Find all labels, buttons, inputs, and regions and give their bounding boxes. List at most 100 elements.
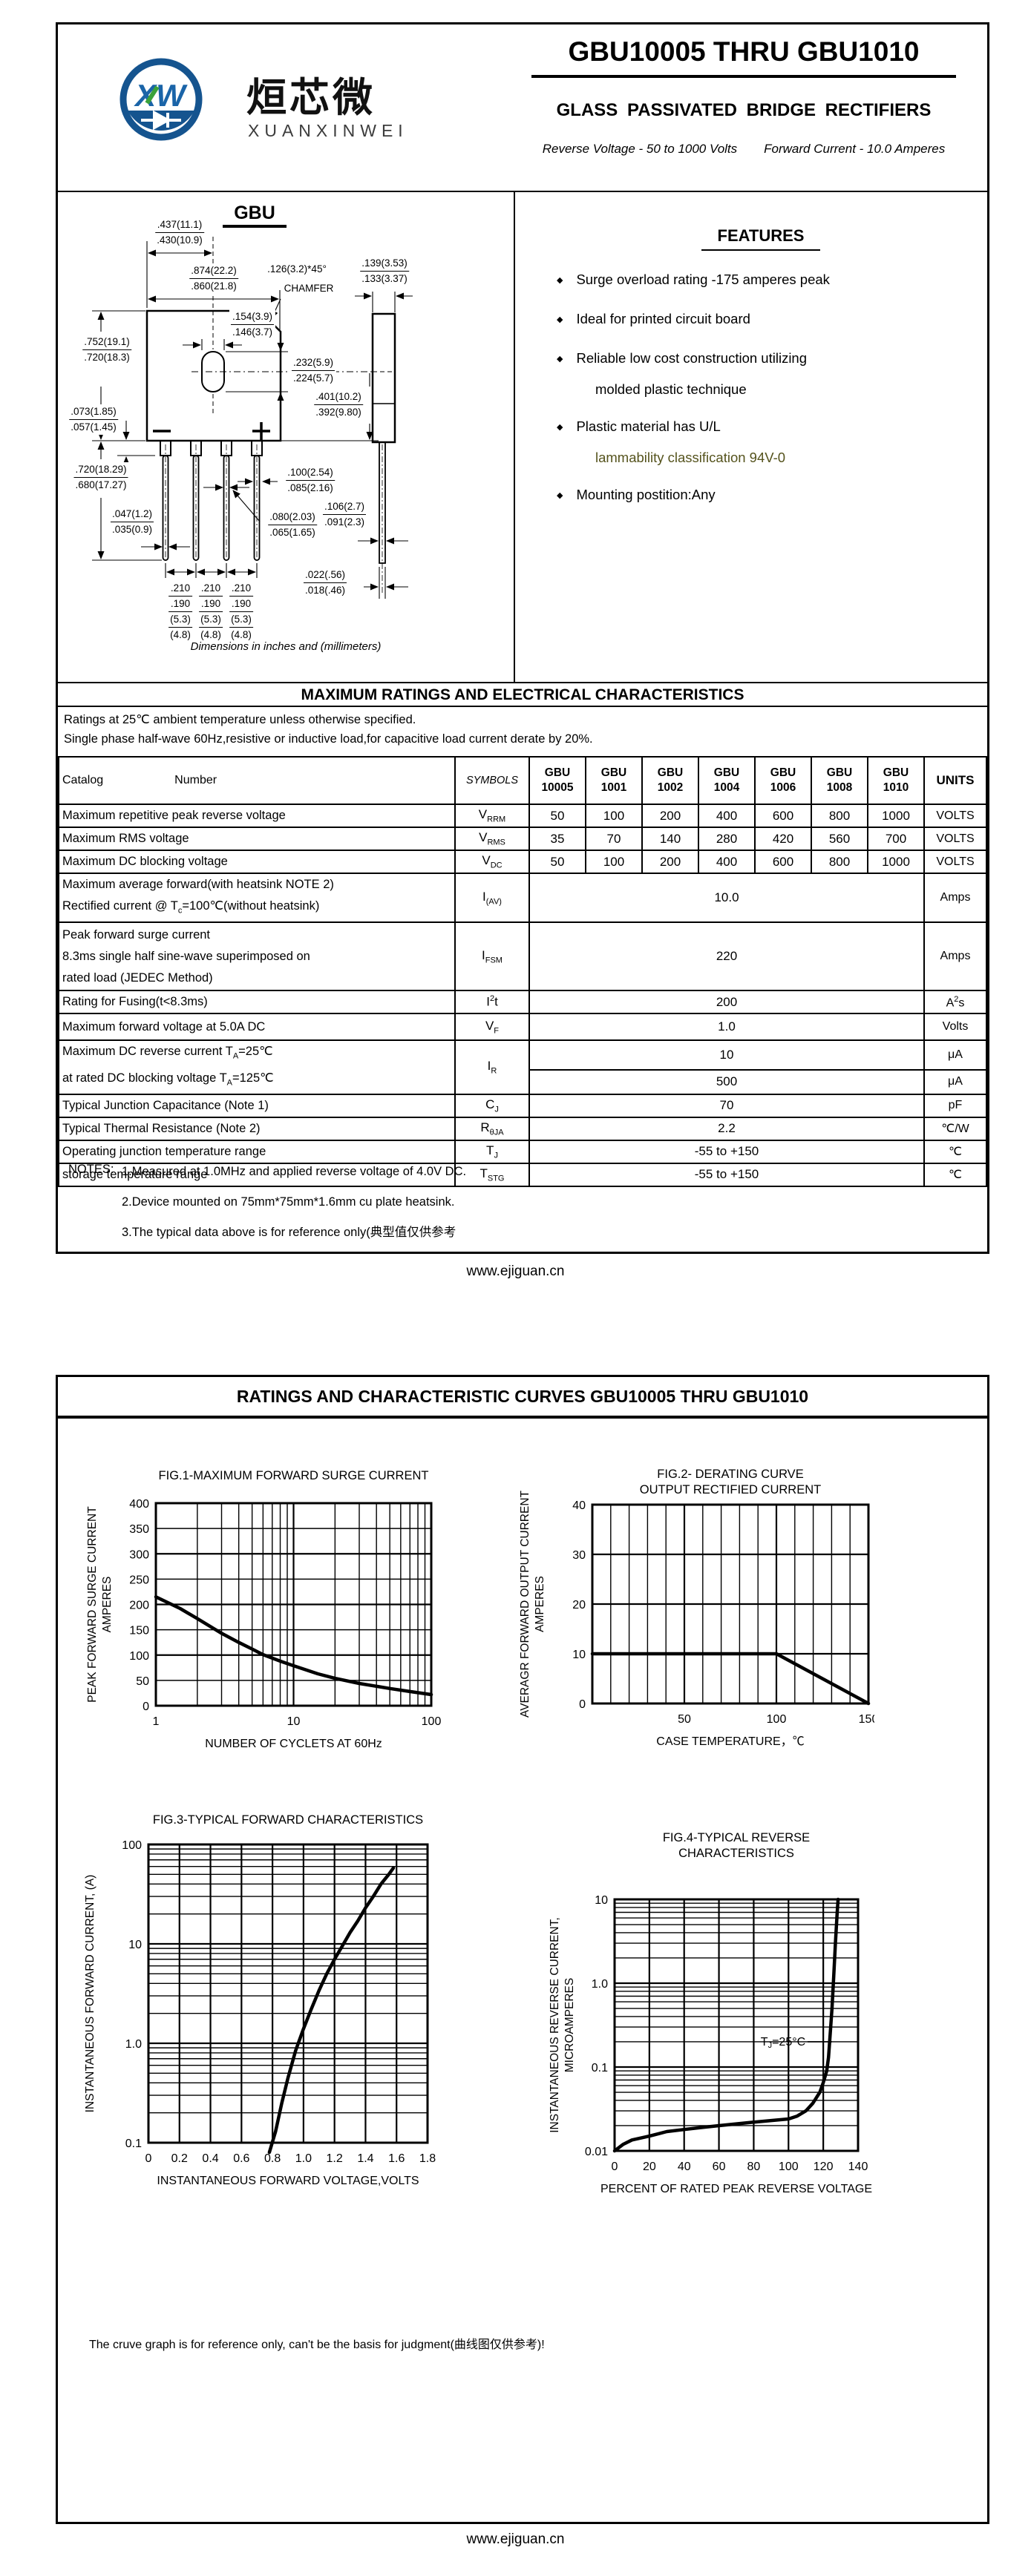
fig4-svg: 0 20 40 60 80 100 120 140 0.01 0.1 1.0 10 FIG.4-TYPI… (549, 1831, 872, 2195)
y-tick-label: 250 (129, 1574, 149, 1586)
ratings-condition-2: Single phase half-wave 60Hz,resistive or… (64, 732, 593, 746)
table-row: storage temperature range TSTG -55 to +150… (58, 1162, 987, 1187)
dimension-label: .154(3.9) .146(3.7) (229, 309, 276, 340)
part-header-cell: GBU 1001 (585, 756, 643, 805)
table-row: Typical Junction Capacitance (Note 1) CJ 7… (58, 1093, 987, 1118)
feature-item: ◆ Ideal for printed circuit board (549, 311, 972, 329)
symbol-cell: CJ (454, 1093, 530, 1118)
symbols-header-cell: SYMBOLS (454, 756, 530, 805)
reverse-voltage-range: Reverse Voltage - 50 to 1000 Volts (542, 142, 738, 156)
fig1-curve (154, 1595, 433, 1697)
diamond-bullet-icon: ◆ (557, 315, 563, 324)
value-cell: 700 (867, 827, 925, 851)
x-axis-label: INSTANTANEOUS FORWARD VOLTAGE,VOLTS (157, 2175, 419, 2187)
page1-header: XW 烜芯微 XUANXINWEI GBU10005 THRU GBU1010 (58, 24, 987, 192)
unit-cell: pF (923, 1093, 987, 1118)
x-tick-label: 1.4 (357, 2152, 373, 2165)
dimension-label: .437(11.1) .430(10.9) (154, 217, 206, 248)
dimension-label: .720(18.29) .680(17.27) (72, 462, 130, 493)
product-family-subtitle: GLASS PASSIVATED BRIDGE RECTIFIERS (556, 100, 932, 120)
fig1-surge-current-chart: 1 10 100 0 50 100 150 200 250 300 350 400 FIG.1-MAXI… (84, 1465, 462, 1765)
row-label-cell: Maximum average forward(with heatsink NO… (58, 872, 456, 924)
website-link[interactable]: www.ejiguan.cn (466, 1264, 565, 1279)
value-cell: 50 (528, 850, 586, 874)
website-link[interactable]: www.ejiguan.cn (466, 2531, 565, 2547)
page1-footer: www.ejiguan.cn (0, 1264, 1031, 1280)
features-list: ◆ Surge overload rating -175 amperes peak… (549, 272, 972, 505)
features-heading: FEATURES (701, 226, 820, 251)
fig2-derating-curve-chart: 50 100 150 0 10 20 30 40 FIG.2- DERATING CURVE OU… (518, 1466, 878, 1759)
y-tick-label: 100 (129, 1650, 149, 1663)
notes-label: NOTES: (68, 1163, 114, 1176)
page2-box: RATINGS AND CHARACTERISTIC CURVES GBU100… (56, 1375, 989, 2524)
unit-cell: VOLTS (923, 804, 987, 828)
row-label-cell: Maximum forward voltage at 5.0A DC (58, 1013, 456, 1042)
dimension-label: .210.190 (5.3) (4.8) (228, 581, 255, 643)
feature-item: ◆ Reliable low cost construction utilizin… (549, 350, 972, 369)
unit-cell: Amps (923, 921, 987, 992)
dimension-label: .073(1.85) .057(1.45) (68, 404, 120, 435)
value-cell: 560 (811, 827, 868, 851)
symbol-cell: I(AV) (454, 872, 530, 924)
curves-disclaimer: The cruve graph is for reference only, c… (89, 2339, 545, 2351)
row-label-cell: Typical Junction Capacitance (Note 1) (58, 1093, 456, 1118)
y-axis-label: INSTANTANEOUS REVERSE CURRENT, (549, 1917, 561, 2133)
y-axis-label: AMPERES (534, 1576, 546, 1632)
value-cell: 100 (585, 804, 643, 828)
symbol-cell: IFSM (454, 921, 530, 992)
value-cell: 200 (641, 850, 699, 874)
x-tick-label: 50 (678, 1713, 691, 1726)
chart-title: FIG.2- DERATING CURVE (657, 1468, 803, 1481)
symbol-cell: VDC (454, 850, 530, 874)
value-cell: 35 (528, 827, 586, 851)
fig3-forward-characteristics-chart: 0 0.2 0.4 0.6 0.8 1.0 1.2 1.4 1.6 1.8 0.1 1.0 10 100 F… (80, 1807, 451, 2204)
value-cell: 800 (811, 804, 868, 828)
note-1: 1.Measured at 1.0MHz and applied reverse… (122, 1165, 467, 1178)
chart-title: FIG.3-TYPICAL FORWARD CHARACTERISTICS (153, 1813, 423, 1827)
fig3-svg: 0 0.2 0.4 0.6 0.8 1.0 1.2 1.4 1.6 1.8 0.1 1.0 10 100 F… (84, 1813, 436, 2187)
fig1-svg: 1 10 100 0 50 100 150 200 250 300 350 400 FIG.1-MAXI… (86, 1469, 441, 1750)
chart-title: FIG.1-MAXIMUM FORWARD SURGE CURRENT (159, 1469, 429, 1482)
x-tick-label: 20 (643, 2161, 656, 2173)
symbol-cell: RθJA (454, 1116, 530, 1141)
y-tick-label: 10 (572, 1649, 586, 1661)
x-tick-label: 0 (145, 2152, 152, 2165)
feature-item: lammability classification 94V-0 (549, 450, 972, 466)
row-label-cell: Maximum repetitive peak reverse voltage (58, 804, 456, 828)
dimensions-caption: Dimensions in inches and (millimeters) (190, 640, 382, 653)
table-row: Maximum repetitive peak reverse voltage V… (58, 804, 987, 828)
x-tick-label: 0.8 (264, 2152, 281, 2165)
value-cell: -55 to +150 (528, 1162, 925, 1187)
symbol-cell: I2t (454, 990, 530, 1015)
page1-box: XW 烜芯微 XUANXINWEI GBU10005 THRU GBU1010 (56, 22, 989, 1254)
value-cell: 800 (811, 850, 868, 874)
y-axis-label: MICROAMPERES (563, 1978, 576, 2072)
value-cell: 10 (528, 1039, 925, 1071)
y-tick-label: 1.0 (592, 1978, 608, 1991)
units-header-cell: UNITS (923, 756, 987, 805)
table-row: Maximum RMS voltage VRMS 35 70 140 280 420 560 7… (58, 827, 987, 851)
y-tick-label: 0.1 (592, 2062, 608, 2074)
y-tick-label: 0.01 (585, 2146, 608, 2158)
ratings-table-body: Catalog Number SYMBOLS GBU 10005 GBU 1001 GBU 10… (58, 756, 987, 1187)
feature-text: Ideal for printed circuit board (576, 311, 750, 326)
diamond-bullet-icon: ◆ (557, 491, 563, 500)
fig4-reverse-characteristics-chart: 0 20 40 60 80 100 120 140 0.01 0.1 1.0 10 FIG.4-TYPI… (548, 1822, 904, 2212)
y-axis-label: AVERAGR FORWARD OUTPUT CURRENT (519, 1490, 531, 1718)
y-tick-label: 1.0 (125, 2038, 142, 2051)
row-label-cell: storage temperature range (58, 1162, 456, 1187)
row-label-cell: Maximum RMS voltage (58, 827, 456, 851)
dimension-label: .126(3.2)*45° (264, 262, 330, 277)
dimension-label: CHAMFER (281, 281, 337, 296)
row-label-cell: Maximum DC reverse current TA=25℃ at rate… (58, 1039, 456, 1095)
feature-text: Mounting postition:Any (576, 487, 716, 502)
x-tick-label: 1.2 (327, 2152, 343, 2165)
chart-title: FIG.4-TYPICAL REVERSE (663, 1831, 810, 1844)
dimension-label: .874(22.2) .860(21.8) (188, 263, 240, 294)
x-tick-label: 100 (779, 2161, 799, 2173)
value-cell: 600 (754, 850, 812, 874)
y-tick-label: 0 (143, 1701, 149, 1713)
y-tick-label: 300 (129, 1548, 149, 1561)
dimension-label: .100(2.54) .085(2.16) (284, 465, 336, 496)
y-tick-label: 0 (579, 1698, 586, 1711)
